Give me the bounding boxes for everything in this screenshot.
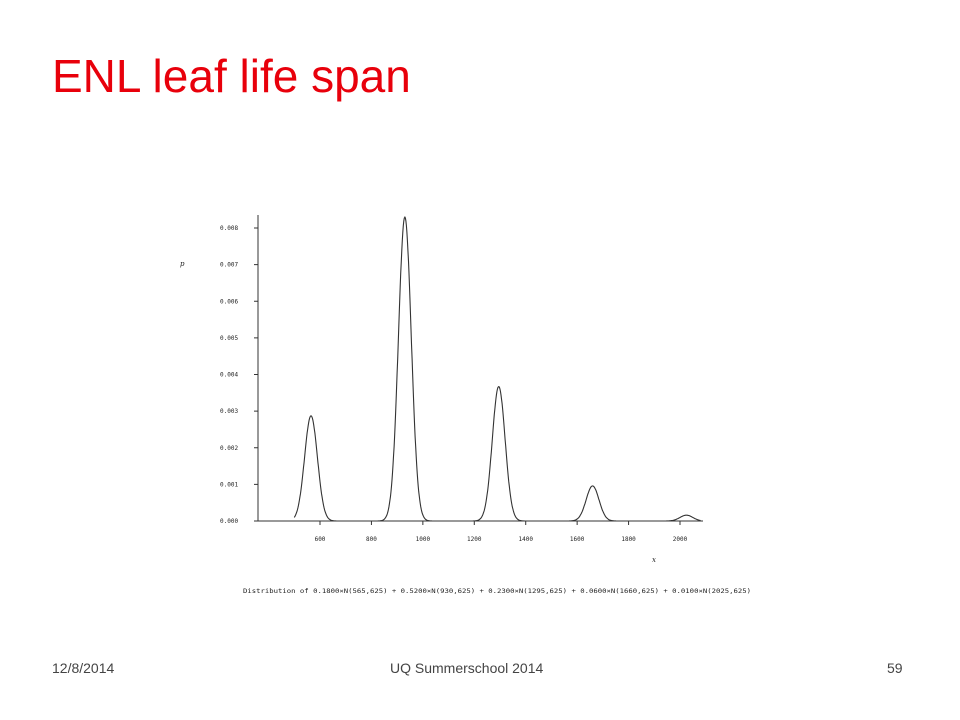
- y-tick-label: 0.008: [220, 225, 238, 232]
- y-ticks: 0.000 0.001 0.002 0.003 0.004 0.005 0.006 0.007…: [220, 225, 258, 525]
- distribution-caption: Distribution of 0.1800×N(565,625) + 0.52…: [243, 588, 751, 595]
- y-tick-label: 0.003: [220, 408, 238, 415]
- x-tick-label: 1800: [621, 536, 636, 543]
- y-tick-label: 0.007: [220, 262, 238, 269]
- x-tick-label: 1200: [467, 536, 482, 543]
- x-tick-label: 800: [366, 536, 377, 543]
- y-tick-label: 0.002: [220, 445, 238, 452]
- x-tick-label: 1600: [570, 536, 585, 543]
- footer-title: UQ Summerschool 2014: [390, 660, 544, 676]
- footer-date: 12/8/2014: [52, 660, 115, 676]
- x-tick-label: 1000: [416, 536, 431, 543]
- peak-marks: [311, 217, 687, 516]
- y-tick-label: 0.006: [220, 298, 238, 305]
- y-tick-label: 0.001: [220, 481, 238, 488]
- x-axis: 600 800 1000 1200 1400 1600 1800 2000 x: [258, 520, 703, 564]
- y-tick-label: 0.004: [220, 372, 238, 379]
- x-ticks: 600 800 1000 1200 1400 1600 1800 2000: [315, 521, 688, 543]
- x-axis-label: x: [652, 556, 656, 564]
- y-axis-label: p: [180, 260, 185, 268]
- y-axis: 0.000 0.001 0.002 0.003 0.004 0.005 0.006 0.007…: [180, 215, 259, 525]
- slide-title: ENL leaf life span: [52, 50, 411, 102]
- density-curve: [293, 215, 701, 522]
- page-number: 59: [887, 660, 903, 676]
- x-tick-label: 2000: [673, 536, 688, 543]
- y-tick-label: 0.005: [220, 335, 238, 342]
- y-tick-label: 0.000: [220, 518, 238, 525]
- x-tick-label: 600: [315, 536, 326, 543]
- x-tick-label: 1400: [518, 536, 533, 543]
